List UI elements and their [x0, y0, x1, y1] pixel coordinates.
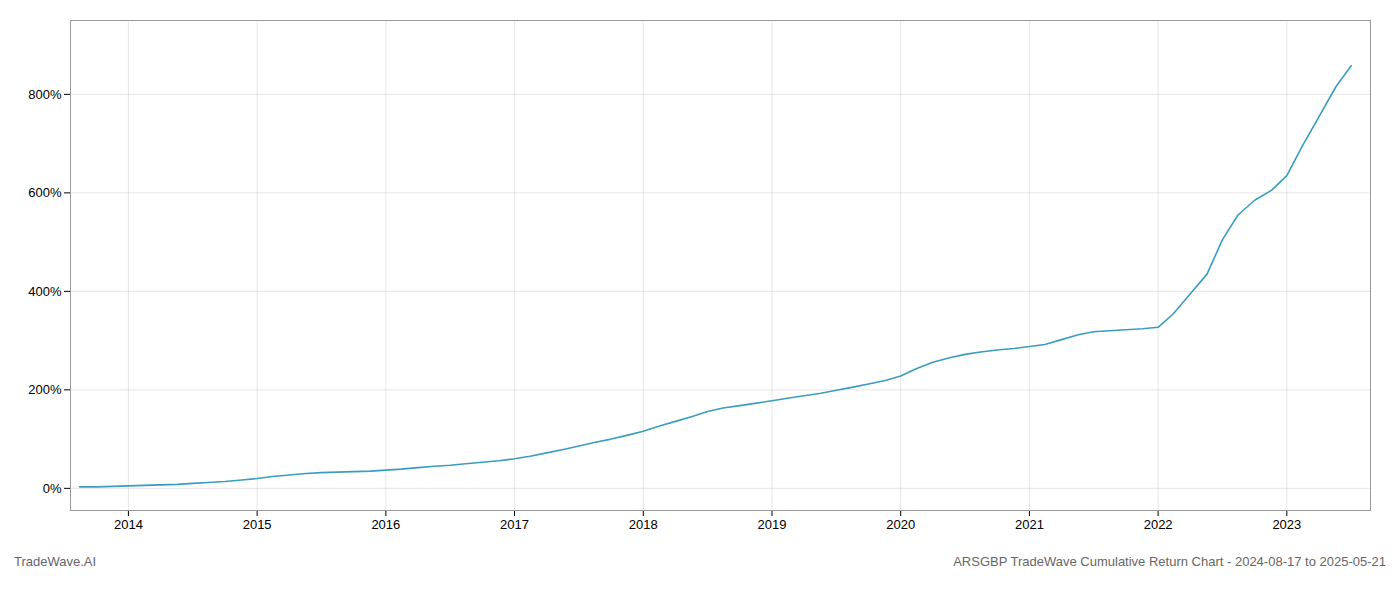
- html-text:TradeWave.AI: TradeWave.AI: [14, 554, 97, 569]
- svg-text:0%: 0%: [43, 480, 62, 495]
- svg-text:2018: 2018: [629, 517, 658, 532]
- svg-text:2015: 2015: [243, 517, 272, 532]
- svg-text:200%: 200%: [28, 382, 62, 397]
- svg-text:400%: 400%: [28, 284, 62, 299]
- html-text:ARSGBP TradeWave Cumulative Re: ARSGBP TradeWave Cumulative Return Chart…: [953, 554, 1386, 569]
- svg-text:2019: 2019: [758, 517, 787, 532]
- svg-text:2022: 2022: [1144, 517, 1173, 532]
- svg-text:2016: 2016: [371, 517, 400, 532]
- svg-text:2017: 2017: [500, 517, 529, 532]
- svg-text:2021: 2021: [1015, 517, 1044, 532]
- svg-text:800%: 800%: [28, 87, 62, 102]
- svg-text:2020: 2020: [886, 517, 915, 532]
- svg-text:2014: 2014: [114, 517, 143, 532]
- svg-text:2023: 2023: [1272, 517, 1301, 532]
- svg-text:600%: 600%: [28, 185, 62, 200]
